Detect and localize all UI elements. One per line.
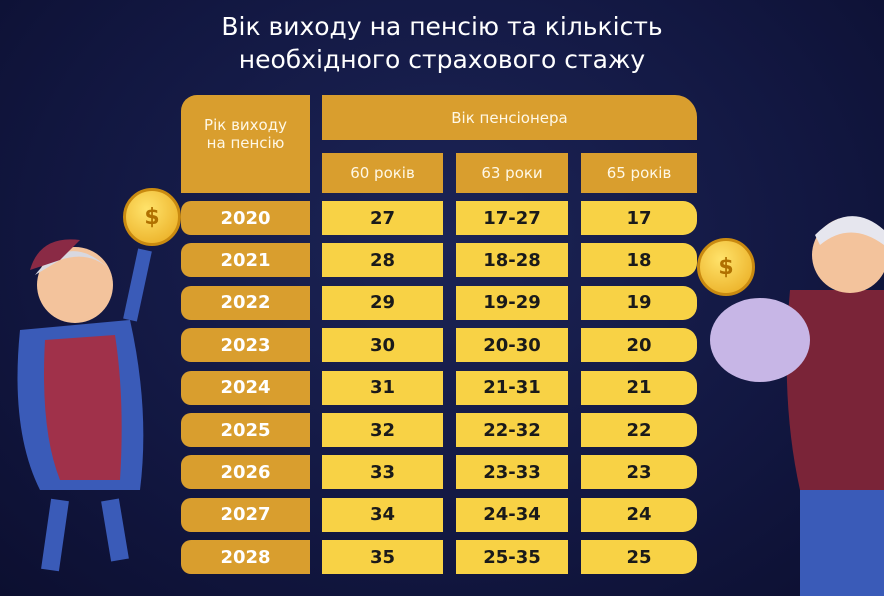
value-cell-65: 23 bbox=[581, 455, 697, 490]
value-cell-63: 25-35 bbox=[456, 540, 568, 575]
grandmother-illustration bbox=[17, 239, 152, 572]
value-cell-60: 32 bbox=[322, 413, 443, 447]
value-cell-65: 22 bbox=[581, 413, 697, 447]
age-group-header: Вік пенсіонера bbox=[322, 95, 697, 140]
year-cell: 2023 bbox=[181, 328, 310, 363]
year-cell: 2026 bbox=[181, 455, 310, 490]
value-cell-60: 29 bbox=[322, 285, 443, 320]
dollar-coin-icon: $ bbox=[697, 238, 755, 296]
year-cell: 2028 bbox=[181, 540, 310, 575]
value-cell-65: 24 bbox=[581, 497, 697, 532]
value-cell-65: 25 bbox=[581, 540, 697, 575]
value-cell-60: 27 bbox=[322, 201, 443, 235]
year-cell: 2025 bbox=[181, 413, 310, 447]
column-header-60: 60 років bbox=[322, 153, 443, 193]
value-cell-63: 17-27 bbox=[456, 201, 568, 235]
value-cell-65: 17 bbox=[581, 201, 697, 235]
year-column-header-text: Рік виходу на пенсію bbox=[204, 116, 287, 152]
year-column-header: Рік виходу на пенсію bbox=[181, 95, 310, 193]
year-cell: 2021 bbox=[181, 243, 310, 278]
value-cell-60: 31 bbox=[322, 370, 443, 405]
year-cell: 2020 bbox=[181, 201, 310, 235]
column-header-63: 63 роки bbox=[456, 153, 568, 193]
value-cell-65: 21 bbox=[581, 370, 697, 405]
value-cell-63: 22-32 bbox=[456, 413, 568, 447]
value-cell-63: 23-33 bbox=[456, 455, 568, 490]
column-header-65: 65 років bbox=[581, 153, 697, 193]
title-line-1: Вік виходу на пенсію та кількість bbox=[221, 12, 663, 41]
value-cell-65: 19 bbox=[581, 285, 697, 320]
value-cell-63: 18-28 bbox=[456, 243, 568, 278]
value-cell-60: 28 bbox=[322, 243, 443, 278]
value-cell-60: 35 bbox=[322, 540, 443, 575]
year-cell: 2027 bbox=[181, 497, 310, 532]
value-cell-63: 20-30 bbox=[456, 328, 568, 363]
year-cell: 2022 bbox=[181, 285, 310, 320]
title-line-2: необхідного страхового стажу bbox=[238, 45, 646, 74]
value-cell-60: 30 bbox=[322, 328, 443, 363]
value-cell-63: 21-31 bbox=[456, 370, 568, 405]
page-title: Вік виходу на пенсію та кількість необхі… bbox=[0, 10, 884, 76]
value-cell-63: 24-34 bbox=[456, 497, 568, 532]
value-cell-63: 19-29 bbox=[456, 285, 568, 320]
dollar-coin-icon: $ bbox=[123, 188, 181, 246]
value-cell-65: 18 bbox=[581, 243, 697, 278]
year-cell: 2024 bbox=[181, 370, 310, 405]
grandfather-illustration bbox=[710, 216, 884, 596]
value-cell-60: 33 bbox=[322, 455, 443, 490]
value-cell-60: 34 bbox=[322, 497, 443, 532]
value-cell-65: 20 bbox=[581, 328, 697, 363]
